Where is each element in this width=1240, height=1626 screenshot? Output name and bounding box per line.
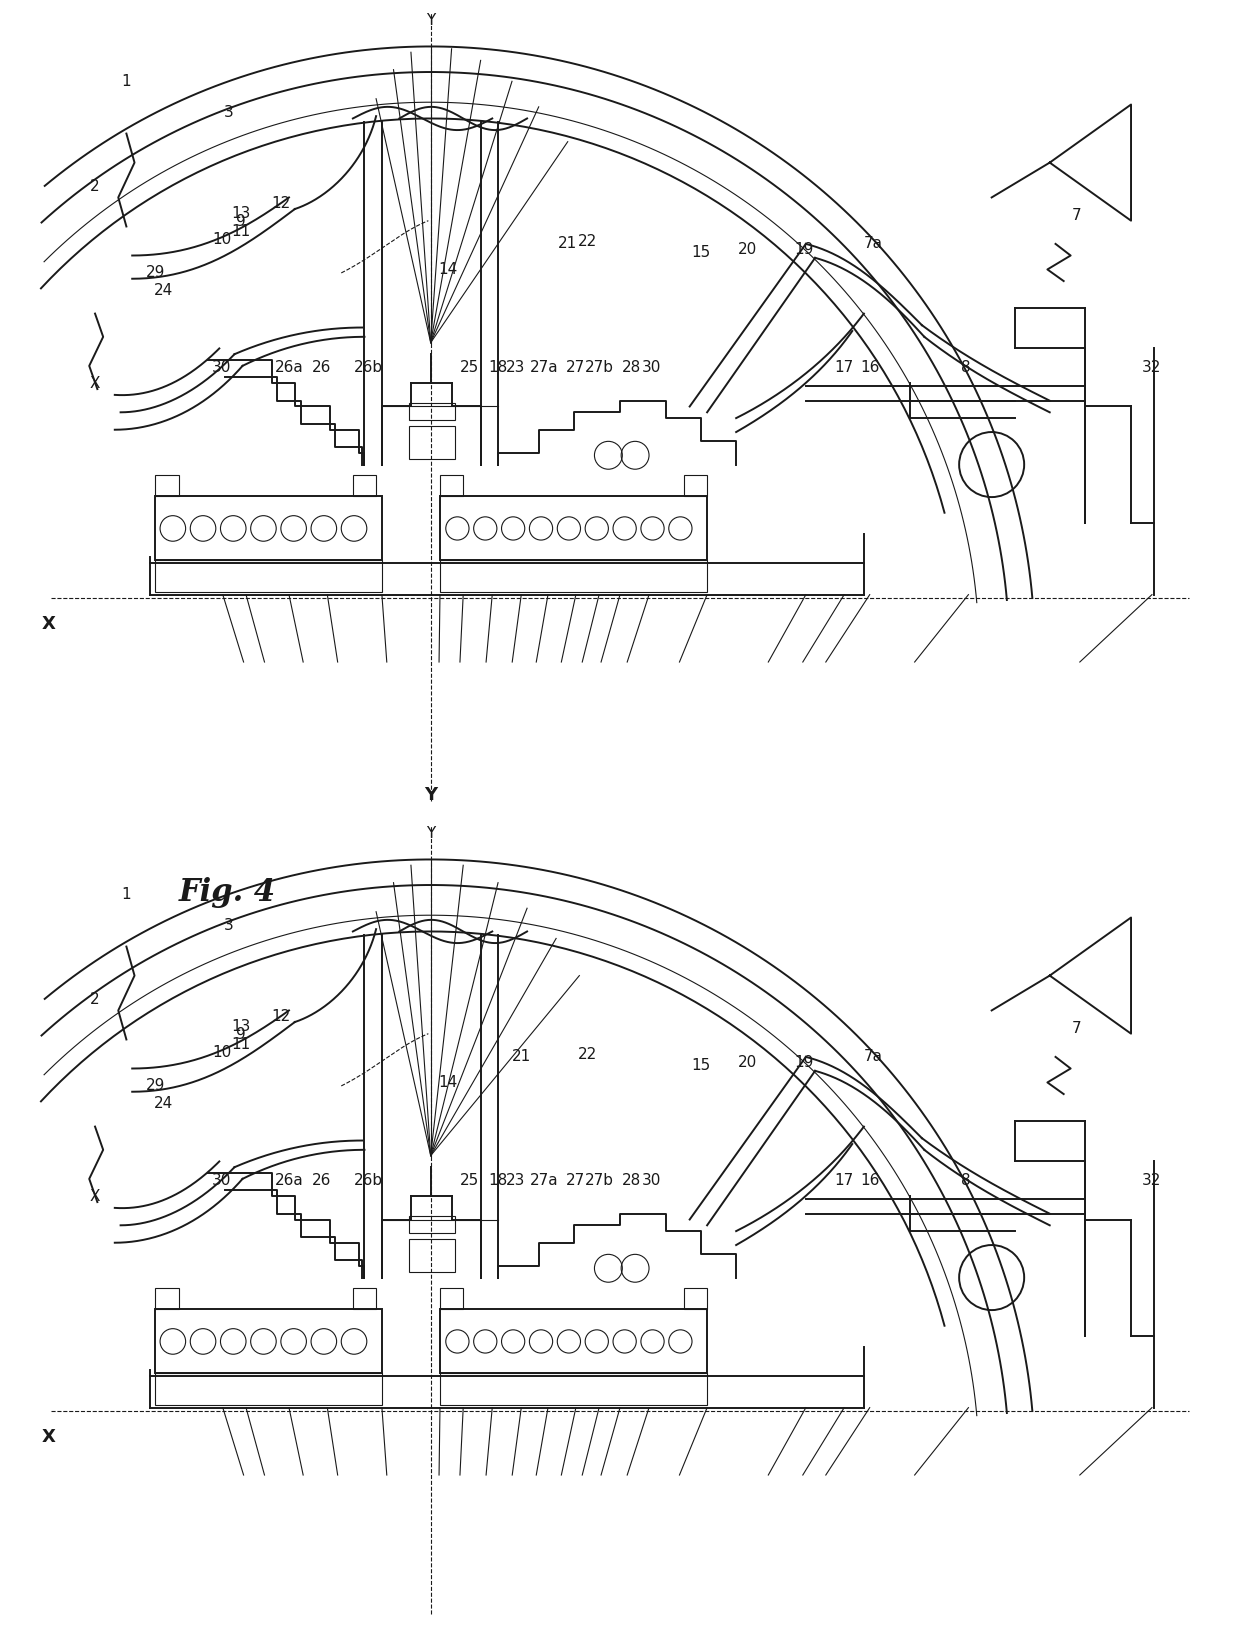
Text: 17: 17 [835,359,854,376]
Text: 15: 15 [692,244,711,260]
Text: 7a: 7a [864,236,883,252]
Text: 26: 26 [311,359,331,376]
Text: X: X [42,615,56,633]
Text: 29: 29 [146,1078,165,1093]
Text: 26a: 26a [274,1172,304,1189]
Text: 24: 24 [154,283,174,298]
Text: 26: 26 [311,1172,331,1189]
Text: 8: 8 [961,1172,971,1189]
Text: 13: 13 [232,205,250,221]
Text: 3: 3 [223,917,233,933]
Bar [409,1216,455,1234]
Text: 12: 12 [272,1008,290,1024]
Text: 25: 25 [459,1172,479,1189]
Text: 16: 16 [861,1172,879,1189]
Bar [155,475,179,496]
Text: 20: 20 [738,242,758,257]
Text: 19: 19 [794,1055,813,1070]
Text: 7a: 7a [864,1049,883,1065]
Bar [684,475,707,496]
Text: 14: 14 [439,1075,458,1091]
Text: 30: 30 [212,1172,232,1189]
Text: 3: 3 [223,104,233,120]
Text: 30: 30 [641,1172,661,1189]
Bar [353,1288,376,1309]
Text: 26a: 26a [274,359,304,376]
Bar [440,1288,464,1309]
Text: 27a: 27a [531,359,559,376]
Text: Y: Y [427,826,435,841]
Bar [155,496,382,559]
Text: 28: 28 [622,359,641,376]
Text: 16: 16 [861,359,879,376]
Text: 27b: 27b [584,359,614,376]
Text: 9: 9 [237,1026,247,1042]
Text: 32: 32 [1142,1172,1162,1189]
Text: 23: 23 [506,1172,526,1189]
Text: 27: 27 [567,359,585,376]
Text: 27b: 27b [584,1172,614,1189]
Bar [155,559,382,592]
Text: 30: 30 [212,359,232,376]
Text: 13: 13 [232,1018,250,1034]
Text: 25: 25 [459,359,479,376]
Bar [440,475,464,496]
Bar [409,426,455,459]
Text: 11: 11 [232,224,250,239]
Text: 26b: 26b [353,359,382,376]
Text: 10: 10 [212,1046,231,1060]
Text: 15: 15 [692,1057,711,1073]
Text: 1: 1 [122,73,131,89]
Text: 27a: 27a [531,1172,559,1189]
Bar [440,1372,707,1405]
Text: Y: Y [427,13,435,28]
Text: 1: 1 [122,886,131,902]
Text: 21: 21 [512,1049,531,1065]
Text: 29: 29 [146,265,165,280]
Text: 22: 22 [578,1047,598,1062]
Text: 9: 9 [237,213,247,229]
Text: X: X [89,1189,100,1205]
Text: 17: 17 [835,1172,854,1189]
Text: 19: 19 [794,242,813,257]
Text: 14: 14 [439,262,458,278]
Text: 20: 20 [738,1055,758,1070]
Text: Fig. 4: Fig. 4 [179,876,275,907]
Text: 7: 7 [1071,1021,1081,1036]
Text: 26b: 26b [353,1172,382,1189]
Text: 7: 7 [1071,208,1081,223]
Text: 18: 18 [489,359,507,376]
Bar [353,475,376,496]
Text: 23: 23 [506,359,526,376]
Text: X: X [89,376,100,392]
Text: 12: 12 [272,195,290,211]
Bar [440,1309,707,1372]
Bar [440,496,707,559]
Text: 18: 18 [489,1172,507,1189]
Text: 30: 30 [641,359,661,376]
Text: 27: 27 [567,1172,585,1189]
Bar [155,1372,382,1405]
Text: 22: 22 [578,234,598,249]
Text: 32: 32 [1142,359,1162,376]
Text: 2: 2 [91,992,100,1008]
Bar [409,403,455,421]
Text: X: X [42,1428,56,1446]
Text: 8: 8 [961,359,971,376]
Text: 11: 11 [232,1037,250,1052]
Text: 10: 10 [212,233,231,247]
Text: 28: 28 [622,1172,641,1189]
Bar [684,1288,707,1309]
Bar [440,559,707,592]
Bar [155,1288,179,1309]
Text: 24: 24 [154,1096,174,1111]
Text: Y: Y [424,785,438,803]
Bar [409,1239,455,1272]
Text: 2: 2 [91,179,100,195]
Bar [155,1309,382,1372]
Text: 21: 21 [558,236,578,252]
